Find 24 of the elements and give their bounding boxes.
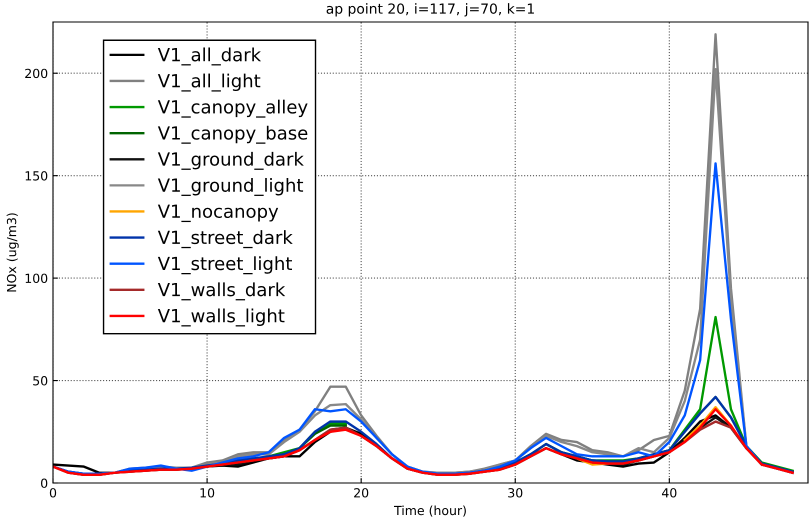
legend-label: V1_all_light	[158, 74, 260, 92]
legend-label: V1_ground_dark	[158, 152, 304, 170]
x-axis-title: Time (hour)	[394, 506, 466, 517]
y-tick-label: 0	[41, 478, 48, 488]
y-tick-label: 50	[33, 376, 48, 386]
legend-label: V1_street_dark	[158, 230, 293, 248]
legend-label: V1_all_dark	[158, 47, 262, 66]
y-tick-label: 200	[25, 68, 48, 78]
x-tick-label: 0	[50, 488, 56, 498]
x-tick-label: 20	[354, 488, 368, 498]
y-tick-label: 100	[26, 274, 48, 284]
legend-label: V1_canopy_alley	[158, 100, 308, 118]
y-tick-label: 150	[26, 171, 48, 181]
x-tick-label: 30	[508, 488, 522, 498]
chart-title: ap point 20, i=117, j=70, k=1	[326, 3, 534, 17]
legend-label: V1_walls_light	[158, 308, 284, 326]
legend-label: V1_nocanopy	[158, 204, 278, 222]
legend-label: V1_walls_dark	[158, 282, 286, 300]
x-tick-label: 10	[200, 488, 214, 498]
legend-label: V1_street_light	[158, 256, 292, 274]
y-axis-title: NOx (ug/m3)	[6, 213, 19, 292]
x-tick-label: 40	[662, 488, 676, 498]
legend-label: V1_canopy_base	[158, 126, 308, 144]
legend-label: V1_ground_light	[158, 178, 304, 196]
